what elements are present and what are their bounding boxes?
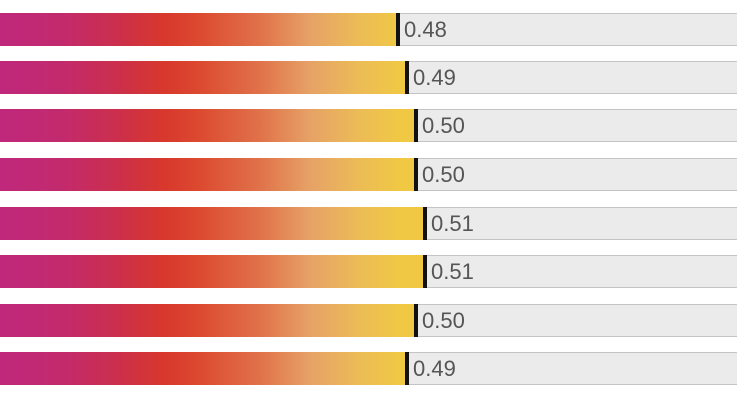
bar-marker [414, 158, 418, 191]
bar-marker [414, 109, 418, 142]
bar-fill [0, 61, 406, 94]
bar-row: 0.48 [0, 13, 737, 46]
bar-fill [0, 158, 415, 191]
data-label: 0.51 [431, 211, 474, 236]
bar-fill [0, 13, 397, 46]
data-label: 0.48 [404, 17, 447, 42]
data-label: 0.51 [431, 259, 474, 284]
bar-fill [0, 352, 406, 385]
bar-row: 0.50 [0, 304, 737, 337]
bar-row: 0.50 [0, 158, 737, 191]
data-label: 0.50 [422, 308, 465, 333]
bar-row: 0.49 [0, 352, 737, 385]
data-label: 0.49 [413, 65, 456, 90]
bar-fill [0, 207, 424, 240]
bar-fill [0, 304, 415, 337]
bar-fill [0, 109, 415, 142]
bar-marker [405, 352, 409, 385]
bar-marker [414, 304, 418, 337]
bar-fill [0, 255, 424, 288]
bar-marker [396, 13, 400, 46]
bar-marker [423, 255, 427, 288]
bar-row: 0.50 [0, 109, 737, 142]
bar-marker [405, 61, 409, 94]
bar-row: 0.51 [0, 255, 737, 288]
data-label: 0.49 [413, 356, 456, 381]
bar-row: 0.49 [0, 61, 737, 94]
bar-marker [423, 207, 427, 240]
data-label: 0.50 [422, 113, 465, 138]
bar-row: 0.51 [0, 207, 737, 240]
data-label: 0.50 [422, 162, 465, 187]
